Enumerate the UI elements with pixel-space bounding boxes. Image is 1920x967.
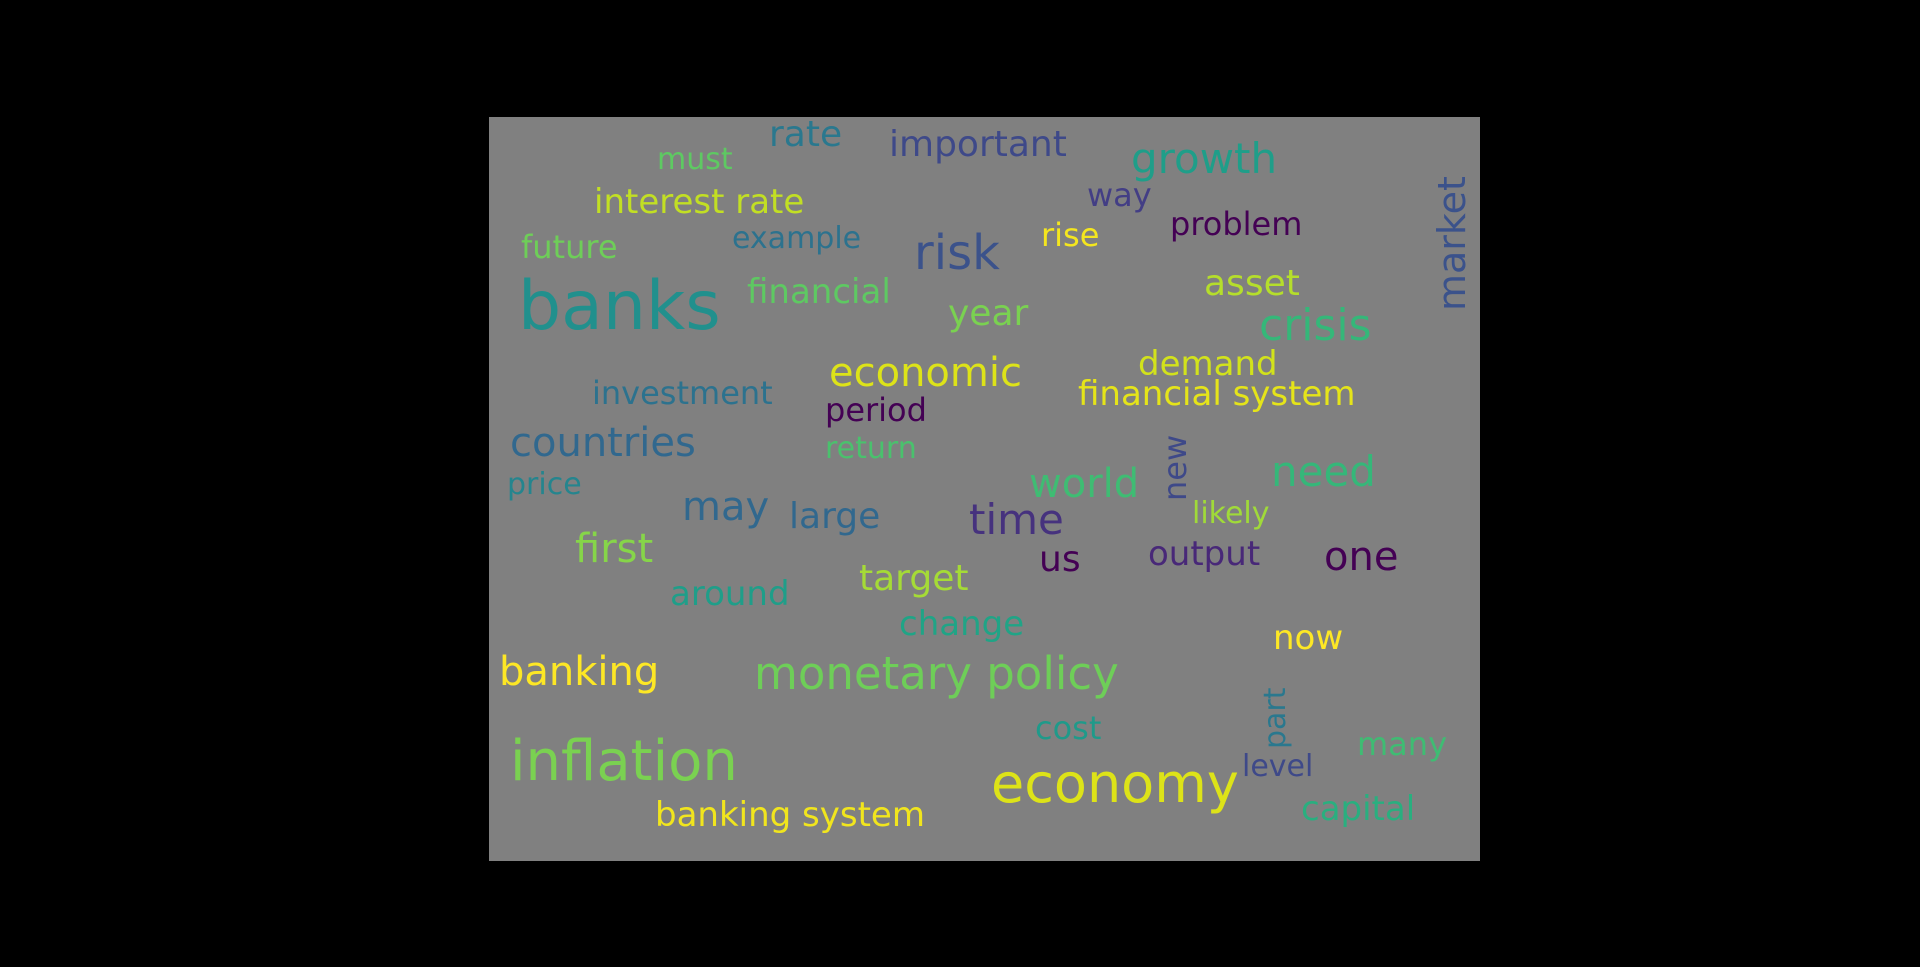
word-asset: asset xyxy=(1204,263,1300,304)
word-financial: financial xyxy=(747,272,891,312)
word-output: output xyxy=(1148,534,1261,574)
word-around: around xyxy=(670,574,790,614)
word-likely: likely xyxy=(1192,496,1270,531)
word-rate: rate xyxy=(769,117,843,155)
word-crisis: crisis xyxy=(1259,300,1372,351)
word-new: new xyxy=(1156,434,1194,501)
word-change: change xyxy=(899,604,1025,644)
word-demand: demand xyxy=(1138,344,1278,384)
word-important: important xyxy=(889,124,1067,165)
word-cost: cost xyxy=(1035,709,1102,747)
word-inflation: inflation xyxy=(510,729,738,794)
word-banking-system: banking system xyxy=(655,795,925,835)
word-us: us xyxy=(1039,539,1081,580)
word-capital: capital xyxy=(1301,789,1416,829)
word-now: now xyxy=(1273,618,1344,658)
word-countries: countries xyxy=(510,420,696,466)
word-interest-rate: interest rate xyxy=(594,182,805,222)
word-may: may xyxy=(682,484,770,530)
word-growth: growth xyxy=(1131,134,1278,183)
word-time: time xyxy=(969,495,1064,544)
word-target: target xyxy=(859,558,969,599)
word-banks: banks xyxy=(518,267,721,346)
word-economy: economy xyxy=(991,752,1239,815)
word-level: level xyxy=(1242,749,1314,784)
word-many: many xyxy=(1357,725,1447,763)
word-period: period xyxy=(825,391,927,429)
word-one: one xyxy=(1324,534,1399,580)
word-market: market xyxy=(1430,176,1474,311)
word-economic: economic xyxy=(829,350,1022,396)
word-must: must xyxy=(657,142,733,177)
word-future: future xyxy=(521,228,618,266)
word-part: part xyxy=(1258,687,1293,749)
word-cloud: banks inflation economy monetary policy … xyxy=(489,117,1480,861)
word-risk: risk xyxy=(914,225,1000,281)
word-rise: rise xyxy=(1041,216,1100,254)
word-example: example xyxy=(732,221,862,256)
word-price: price xyxy=(507,467,582,502)
word-need: need xyxy=(1271,447,1376,496)
word-year: year xyxy=(948,293,1029,334)
word-way: way xyxy=(1087,176,1152,214)
word-world: world xyxy=(1029,461,1140,507)
word-monetary-policy: monetary policy xyxy=(754,647,1119,700)
word-problem: problem xyxy=(1170,205,1303,243)
word-return: return xyxy=(825,431,917,466)
word-financial-system: financial system xyxy=(1078,374,1356,414)
word-banking: banking xyxy=(499,649,660,695)
word-investment: investment xyxy=(592,374,773,412)
word-first: first xyxy=(575,526,654,572)
word-large: large xyxy=(789,496,881,537)
